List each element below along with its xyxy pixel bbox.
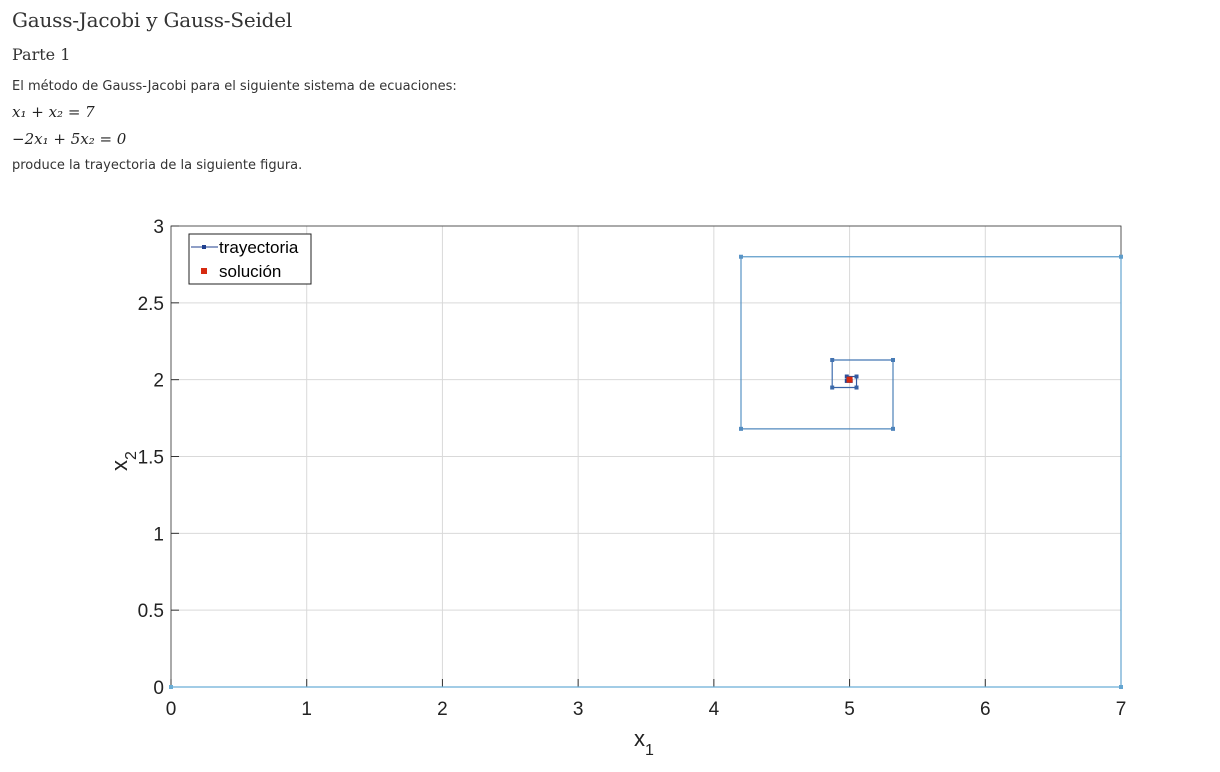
y-tick-label: 3 <box>153 217 164 238</box>
trajectory-point <box>739 426 743 431</box>
legend: trayectoria solución <box>188 233 312 285</box>
x-tick-label: 4 <box>709 699 720 720</box>
x-tick-label: 7 <box>1116 699 1127 720</box>
trajectory-point <box>854 385 859 390</box>
tick-labels: 0 1 2 3 4 5 6 7 0 0.5 1 1.5 2 2.5 3 <box>138 217 1127 720</box>
page-title: Gauss-Jacobi y Gauss-Seidel <box>12 8 293 32</box>
legend-trajectory-marker <box>202 245 206 249</box>
outro-text: produce la trayectoria de la siguiente f… <box>12 158 303 173</box>
y-tick-label: 0.5 <box>138 601 164 622</box>
grid <box>170 225 1122 688</box>
y-tick-label: 1 <box>153 524 164 545</box>
y-axis-label-base: x <box>107 460 132 471</box>
equation-1: x₁ + x₂ = 7 <box>12 103 95 121</box>
x-tick-label: 1 <box>301 699 312 720</box>
trajectory-point <box>830 357 835 362</box>
x-tick-label: 3 <box>573 699 584 720</box>
y-tick-label: 2 <box>153 371 164 392</box>
y-tick-label: 2.5 <box>138 294 164 315</box>
trajectory-point <box>830 385 835 390</box>
trajectory-point <box>891 426 895 431</box>
intro-text: El método de Gauss-Jacobi para el siguie… <box>12 79 457 94</box>
trajectory-point <box>1119 254 1123 259</box>
trajectory-point <box>169 685 173 689</box>
legend-box <box>188 233 312 285</box>
legend-trajectory-label: trayectoria <box>219 238 299 257</box>
y-tick-label: 0 <box>153 678 164 699</box>
legend-solution-label: solución <box>219 262 281 281</box>
y-tick-label: 1.5 <box>138 448 164 469</box>
trajectory-point <box>844 374 849 379</box>
x-tick-label: 6 <box>980 699 991 720</box>
trajectory-chart: 0 1 2 3 4 5 6 700.511.522.53 trayectoria soluci… <box>107 217 1127 759</box>
equation-2: −2x₁ + 5x₂ = 0 <box>12 130 127 148</box>
x-axis-label-base: x <box>634 726 645 751</box>
trajectory-point <box>891 357 895 362</box>
legend-solution-marker <box>201 268 207 274</box>
trajectory-point <box>1119 685 1123 689</box>
x-axis-label: x1 <box>634 726 654 759</box>
section-title: Parte 1 <box>12 45 71 64</box>
y-axis-label-subscript: 2 <box>123 451 140 460</box>
x-axis-label-subscript: 1 <box>645 742 654 759</box>
x-tick-label: 0 <box>166 699 177 720</box>
x-tick-label: 5 <box>844 699 855 720</box>
solution-point <box>846 376 853 383</box>
trajectory-point <box>854 374 859 379</box>
series <box>169 254 1123 689</box>
trajectory-point <box>739 254 743 259</box>
x-tick-label: 2 <box>437 699 448 720</box>
y-axis-label: x2 <box>107 451 140 471</box>
